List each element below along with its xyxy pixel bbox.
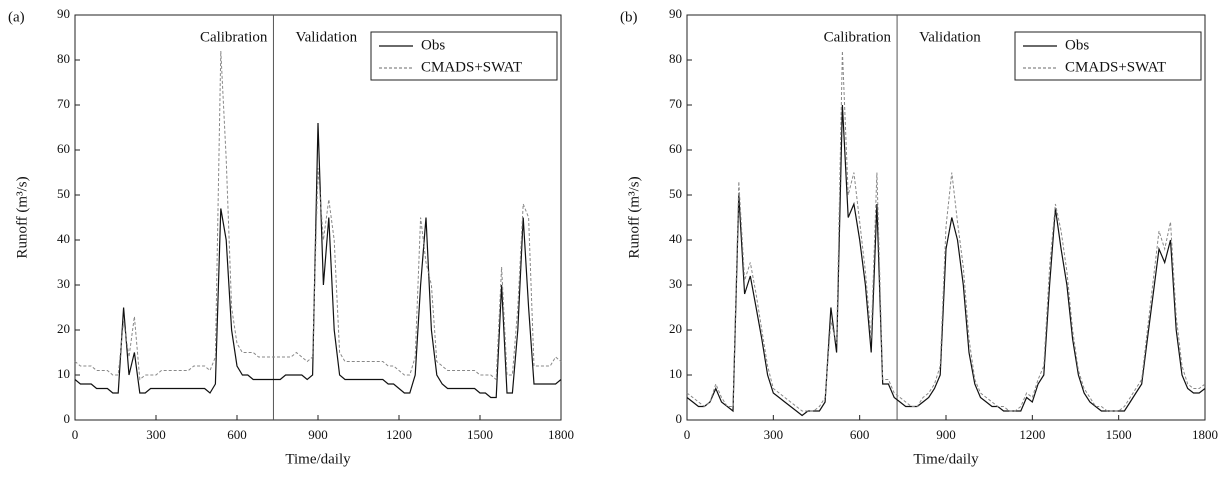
period-label: Calibration (200, 29, 268, 45)
series-line (686, 104, 1206, 417)
y-tick-label: 0 (64, 411, 71, 426)
y-tick-label: 20 (669, 321, 682, 336)
plot-frame (74, 14, 562, 421)
y-tick-label: 70 (57, 96, 70, 111)
y-tick-label: 10 (669, 366, 682, 381)
series-line (686, 50, 1206, 412)
x-tick-label: 300 (764, 427, 784, 442)
x-tick-label: 1800 (1192, 427, 1218, 442)
x-tick-label: 600 (227, 427, 247, 442)
y-tick-label: 80 (669, 51, 682, 66)
y-tick-label: 60 (57, 141, 70, 156)
x-tick-label: 300 (146, 427, 166, 442)
x-axis-label: Time/daily (285, 451, 351, 467)
legend-box (370, 31, 558, 81)
y-axis-label: Runoff (m³/s) (14, 176, 30, 258)
y-tick-label: 0 (676, 411, 683, 426)
y-tick-label: 90 (57, 6, 70, 21)
legend-label: CMADS+SWAT (421, 59, 522, 75)
x-tick-label: 1200 (386, 427, 412, 442)
x-axis-label: Time/daily (913, 451, 979, 467)
period-label: Validation (295, 29, 357, 45)
panel-label: (b) (620, 9, 638, 25)
y-tick-label: 90 (669, 6, 682, 21)
series-line (74, 122, 562, 399)
y-tick-label: 10 (57, 366, 70, 381)
y-tick-label: 30 (57, 276, 70, 291)
x-tick-label: 900 (308, 427, 328, 442)
panel-label: (a) (8, 9, 25, 25)
x-tick-label: 0 (72, 427, 79, 442)
legend-label: Obs (1065, 37, 1089, 53)
y-tick-label: 40 (57, 231, 70, 246)
x-tick-label: 0 (684, 427, 691, 442)
x-tick-label: 600 (850, 427, 870, 442)
y-tick-label: 50 (57, 186, 70, 201)
y-tick-label: 80 (57, 51, 70, 66)
x-tick-label: 1800 (548, 427, 574, 442)
y-tick-label: 20 (57, 321, 70, 336)
y-tick-label: 50 (669, 186, 682, 201)
x-tick-label: 1500 (467, 427, 493, 442)
legend-box (1014, 31, 1202, 81)
y-tick-label: 60 (669, 141, 682, 156)
y-tick-label: 70 (669, 96, 682, 111)
legend-label: Obs (421, 37, 445, 53)
x-tick-label: 900 (936, 427, 956, 442)
x-tick-label: 1200 (1019, 427, 1045, 442)
x-tick-label: 1500 (1106, 427, 1132, 442)
y-axis-label: Runoff (m³/s) (626, 176, 642, 258)
period-label: Calibration (824, 29, 892, 45)
y-tick-label: 40 (669, 231, 682, 246)
y-tick-label: 30 (669, 276, 682, 291)
period-label: Validation (919, 29, 981, 45)
legend-label: CMADS+SWAT (1065, 59, 1166, 75)
series-line (74, 50, 562, 381)
